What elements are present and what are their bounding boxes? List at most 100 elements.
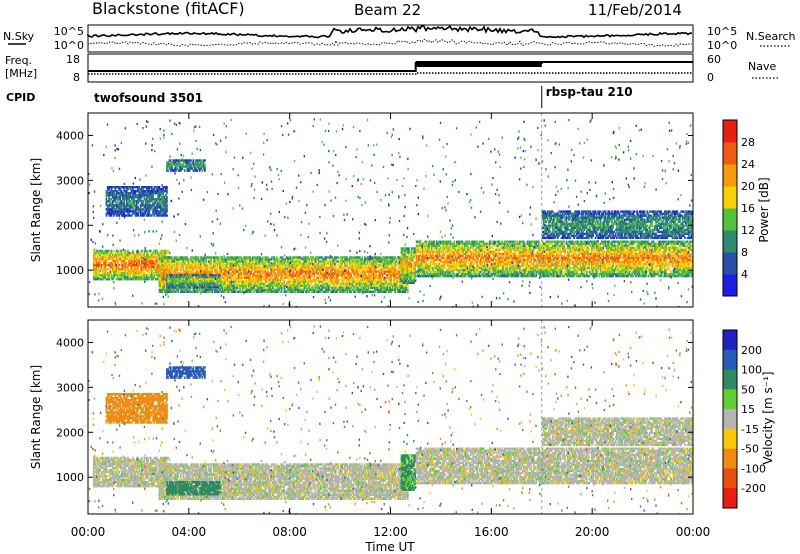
power-cell xyxy=(219,264,221,267)
power-cell xyxy=(229,264,231,267)
power-cell xyxy=(259,272,262,275)
power-cell xyxy=(162,274,165,277)
power-cell xyxy=(163,286,166,289)
power-cell xyxy=(110,249,113,253)
power-cell xyxy=(200,256,202,259)
power-cell xyxy=(250,278,253,281)
power-cell xyxy=(239,276,241,279)
power-cell xyxy=(224,266,226,269)
power-cell xyxy=(201,272,204,275)
power-cell xyxy=(162,282,165,285)
power-cell xyxy=(198,272,201,275)
power-cell xyxy=(103,272,105,275)
power-cell xyxy=(180,258,182,261)
power-cell xyxy=(119,272,122,275)
power-cell xyxy=(164,270,167,273)
power-cell xyxy=(169,258,172,261)
power-cell xyxy=(180,268,182,271)
power-cell xyxy=(352,276,355,279)
power-cell xyxy=(152,270,154,273)
power-cell xyxy=(241,288,244,291)
power-cell xyxy=(220,266,222,269)
power-cell xyxy=(94,259,96,263)
power-cell xyxy=(270,258,273,261)
power-cell xyxy=(267,290,269,293)
power-cell xyxy=(188,278,191,281)
power-cell xyxy=(163,276,166,279)
power-cell xyxy=(220,262,222,265)
power-cell xyxy=(130,272,133,275)
power-cell xyxy=(230,274,233,277)
power-cell xyxy=(220,290,222,293)
power-cell xyxy=(227,276,230,279)
power-cell xyxy=(182,260,185,263)
power-cell xyxy=(251,258,254,261)
power-cell xyxy=(269,284,272,287)
power-cell xyxy=(182,258,185,261)
power-cell xyxy=(134,276,137,279)
power-cell xyxy=(269,272,272,275)
power-cell xyxy=(180,288,182,291)
power-cell xyxy=(268,288,270,291)
power-cell xyxy=(159,270,162,273)
power-cell xyxy=(188,262,191,265)
power-cell xyxy=(263,258,265,261)
power-cell xyxy=(156,259,158,263)
power-cell xyxy=(127,270,129,273)
power-cell xyxy=(93,270,95,273)
power-cell xyxy=(254,280,257,283)
power-cell xyxy=(234,268,236,271)
power-cell xyxy=(106,278,109,281)
power-cell xyxy=(109,253,112,257)
power-cell xyxy=(119,251,122,255)
power-cell xyxy=(119,276,122,279)
power-cell xyxy=(156,278,158,281)
power-cell xyxy=(264,268,267,271)
power-cell xyxy=(212,264,215,267)
power-cell xyxy=(153,272,156,275)
power-cell xyxy=(166,288,168,291)
power-cell xyxy=(205,262,207,265)
power-cell xyxy=(256,262,259,265)
power-cell xyxy=(99,259,101,263)
power-cell xyxy=(264,278,267,281)
power-cell xyxy=(205,290,207,293)
power-cell xyxy=(269,258,272,261)
power-cell xyxy=(137,270,139,273)
power-cell xyxy=(133,253,136,257)
power-cell xyxy=(219,278,221,281)
power-cell xyxy=(113,249,115,253)
power-cell xyxy=(100,251,103,255)
power-cell xyxy=(108,255,110,259)
power-cell xyxy=(166,258,168,261)
power-cell xyxy=(200,260,202,263)
power-cell xyxy=(254,266,257,269)
power-cell xyxy=(232,258,235,261)
power-cell xyxy=(191,266,194,269)
power-cell xyxy=(204,268,206,271)
power-cell xyxy=(267,260,269,263)
power-cell xyxy=(267,272,269,275)
power-cell xyxy=(124,270,127,273)
power-cell xyxy=(186,288,188,291)
power-cell xyxy=(246,258,249,261)
power-cell xyxy=(162,272,165,275)
power-cell xyxy=(196,288,199,291)
power-cell xyxy=(171,266,173,269)
power-cell xyxy=(221,268,224,271)
power-cell xyxy=(206,274,209,277)
power-cell xyxy=(185,274,187,277)
power-cell xyxy=(224,280,226,283)
power-cell xyxy=(222,264,225,267)
power-cell xyxy=(163,266,166,269)
power-cell xyxy=(180,256,182,259)
power-cell xyxy=(153,274,156,277)
power-cell xyxy=(245,262,248,265)
power-cell xyxy=(109,257,112,261)
power-cell xyxy=(93,249,95,253)
power-cell xyxy=(204,264,206,267)
power-cell xyxy=(235,286,238,289)
power-cell xyxy=(117,259,119,263)
power-cell xyxy=(231,274,234,277)
power-cell xyxy=(227,258,230,261)
